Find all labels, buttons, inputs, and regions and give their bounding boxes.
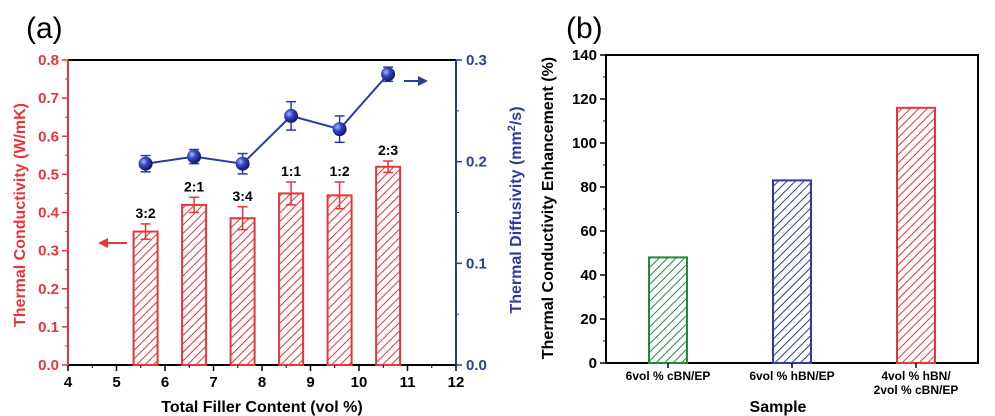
diffusivity-point xyxy=(235,156,250,171)
x-tick-label: 9 xyxy=(306,374,314,391)
y-tick-label: 80 xyxy=(580,179,597,196)
ratio-label: 3:4 xyxy=(232,188,252,204)
enhancement-bar xyxy=(648,256,688,364)
diffusivity-point xyxy=(284,108,299,123)
y-left-tick-label: 0.1 xyxy=(38,319,59,336)
y-left-tick-label: 0.8 xyxy=(38,52,59,69)
y-right-tick-label: 0.1 xyxy=(466,255,487,272)
panel-a-x-label: Total Filler Content (vol %) xyxy=(161,399,362,416)
panel-a-diffusivity-series xyxy=(138,66,396,175)
y-left-tick-label: 0.0 xyxy=(38,357,59,374)
conductivity-bar xyxy=(326,194,353,366)
category-label: 6vol % hBN/EP xyxy=(749,369,834,383)
panel-a-y-right-label: Thermal Diffusivity (mm2/s) xyxy=(506,106,525,313)
panel-a-y-left-label: Thermal Conductivity (W/mK) xyxy=(12,103,29,327)
ratio-label: 1:2 xyxy=(329,163,349,179)
y-tick-label: 20 xyxy=(580,311,597,328)
enhancement-bar xyxy=(896,106,936,364)
left-axis-arrow xyxy=(98,238,127,248)
y-left-tick-label: 0.6 xyxy=(38,128,59,145)
y-right-tick-label: 0.2 xyxy=(466,154,487,171)
y-left-tick-label: 0.3 xyxy=(38,243,59,260)
panel-b-y-label: Thermal Conductivity Enhancement (%) xyxy=(540,57,557,359)
ratio-label: 3:2 xyxy=(135,205,155,221)
y-left-tick-label: 0.4 xyxy=(38,205,60,222)
x-tick-label: 12 xyxy=(448,374,465,391)
y-right-tick-label: 0.3 xyxy=(466,52,487,69)
diffusivity-line xyxy=(145,73,389,165)
y-tick-label: 100 xyxy=(572,135,597,152)
category-label: 2vol % cBN/EP xyxy=(874,383,959,397)
panel-b-bars xyxy=(648,106,936,364)
y-right-tick-label: 0.0 xyxy=(466,357,487,374)
x-tick-label: 10 xyxy=(351,374,368,391)
ratio-label: 2:1 xyxy=(184,178,204,194)
x-tick-label: 11 xyxy=(400,374,416,391)
panel-b-ticks: 0 20 40 60 80 100 120 140 6vol % cBN/EP 6vol % hB… xyxy=(572,47,958,397)
enhancement-bar xyxy=(772,179,812,364)
panel-b-label: (b) xyxy=(566,12,603,45)
conductivity-bar xyxy=(278,192,305,366)
y-tick-label: 120 xyxy=(572,91,597,108)
panel-a-bars: 3:2 2:1 3:4 1:1 1:2 2:3 xyxy=(132,142,402,366)
category-label: 4vol % hBN/ xyxy=(881,369,951,383)
conductivity-bar xyxy=(132,230,159,366)
ratio-label: 1:1 xyxy=(281,163,301,179)
ratio-label: 2:3 xyxy=(378,142,398,158)
y-tick-label: 0 xyxy=(589,355,597,372)
panel-a-label: (a) xyxy=(26,12,63,45)
x-tick-label: 7 xyxy=(209,374,217,391)
y-tick-label: 40 xyxy=(580,267,597,284)
y-tick-label: 60 xyxy=(580,223,597,240)
x-tick-label: 4 xyxy=(64,374,73,391)
diffusivity-point xyxy=(138,156,153,171)
x-tick-label: 8 xyxy=(258,374,266,391)
panel-b: (b) 0 20 40 60 80 100 120 140 6vol % cBN/EP 6vol … xyxy=(540,12,979,416)
y-left-tick-label: 0.5 xyxy=(38,166,59,183)
panel-a: (a) 3:22:13:41:1 1:22:3 4 5 6 7 8 9 10 11 120.00.… xyxy=(12,12,525,416)
x-tick-label: 5 xyxy=(112,374,120,391)
diffusivity-point xyxy=(187,149,202,164)
conductivity-bar xyxy=(181,203,208,366)
conductivity-bar xyxy=(375,165,402,366)
x-tick-label: 6 xyxy=(161,374,169,391)
panel-a-ticks: 4 5 6 7 8 9 10 11 120.00.10.20.30.40.50.60.70.80… xyxy=(38,52,487,391)
category-label: 6vol % cBN/EP xyxy=(626,369,711,383)
diffusivity-point xyxy=(381,67,396,82)
y-left-tick-label: 0.7 xyxy=(38,90,59,107)
diffusivity-point xyxy=(332,122,347,137)
conductivity-bar xyxy=(229,217,256,366)
right-axis-arrow xyxy=(404,76,428,86)
panel-b-x-label: Sample xyxy=(750,399,807,416)
y-tick-label: 140 xyxy=(572,47,597,64)
y-left-tick-label: 0.2 xyxy=(38,281,59,298)
